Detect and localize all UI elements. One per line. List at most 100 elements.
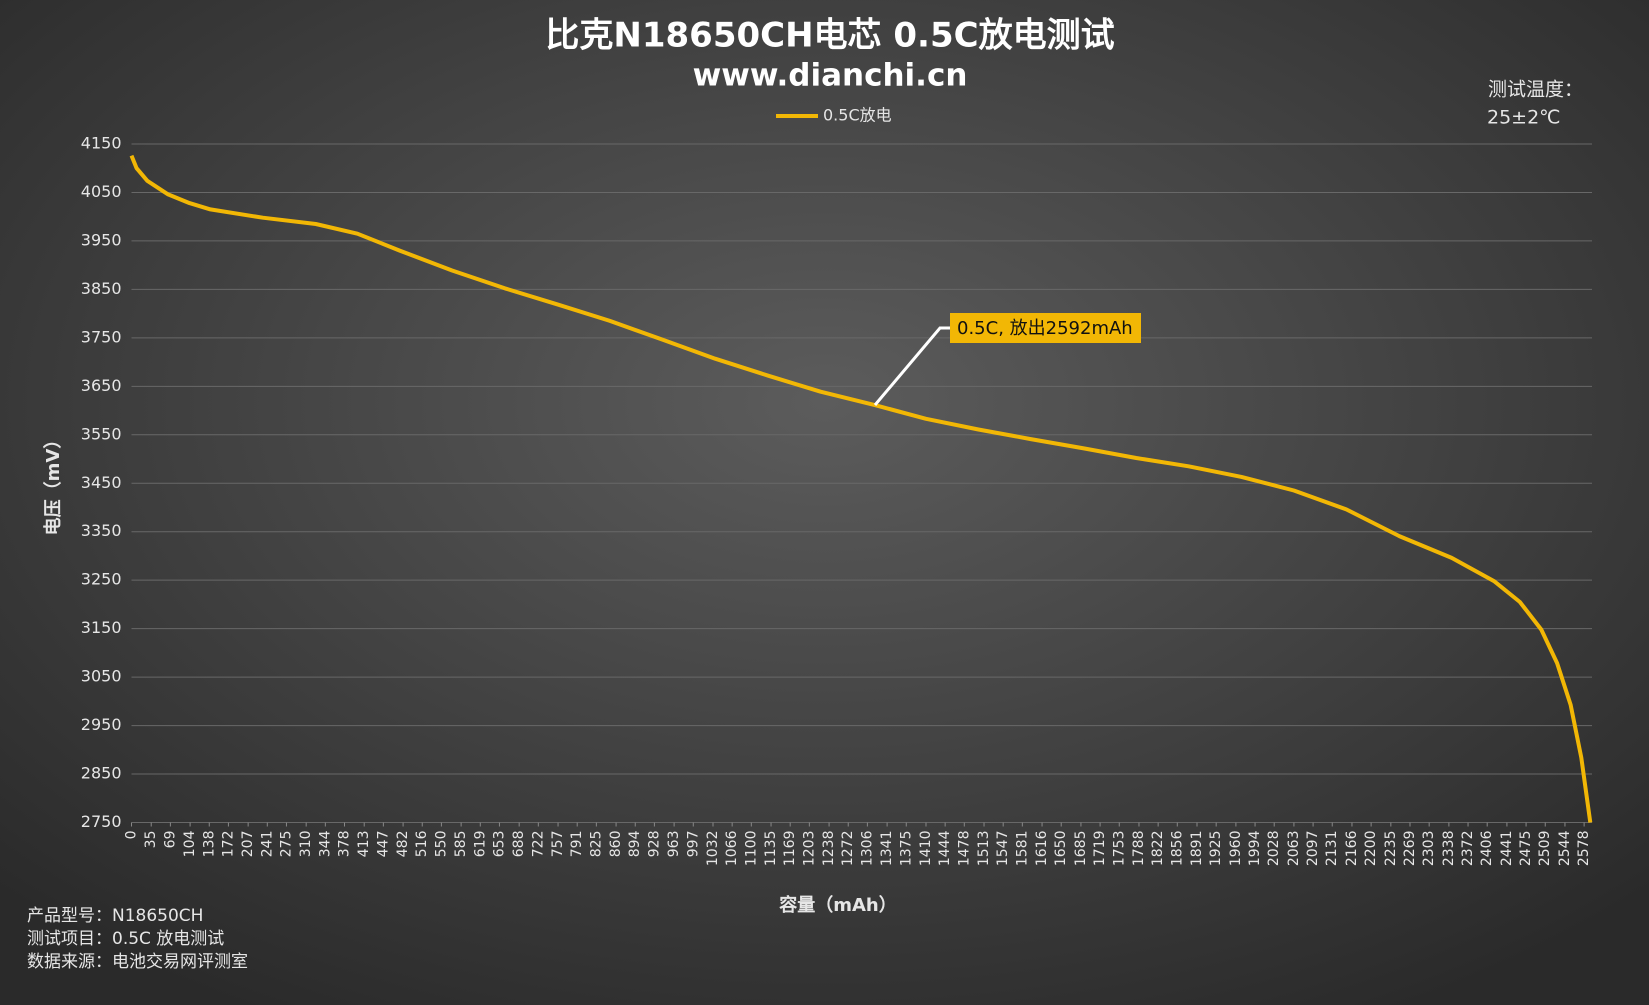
y-tick-label: 3350 [81, 521, 122, 540]
x-tick-label: 138 [201, 831, 217, 858]
x-tick-label: 1891 [1189, 831, 1205, 867]
y-tick-label: 2950 [81, 715, 122, 734]
y-tick-label: 3950 [81, 230, 122, 249]
x-tick-label: 825 [588, 831, 604, 858]
x-tick-label: 35 [143, 831, 159, 849]
x-tick-label: 241 [259, 831, 275, 858]
x-tick-label: 447 [375, 831, 391, 858]
annotation-text: 0.5C, 放出2592mAh [957, 318, 1133, 339]
x-tick-label: 1410 [918, 831, 934, 867]
y-tick-label: 3050 [81, 667, 122, 686]
x-tick-label: 172 [220, 831, 236, 858]
x-tick-label: 1272 [840, 831, 856, 867]
x-tick-label: 1719 [1092, 831, 1108, 867]
x-tick-label: 550 [433, 831, 449, 858]
x-tick-label: 1788 [1131, 831, 1147, 867]
x-tick-label: 0 [124, 831, 140, 840]
x-tick-label: 585 [453, 831, 469, 858]
x-tick-label: 2028 [1266, 831, 1282, 867]
x-tick-label: 2303 [1421, 831, 1437, 867]
x-tick-label: 1616 [1034, 830, 1050, 866]
y-tick-label: 3850 [81, 279, 122, 298]
legend-label: 0.5C放电 [823, 106, 892, 125]
y-axis-label: 电压（mV） [42, 431, 64, 536]
x-tick-label: 2063 [1286, 831, 1302, 867]
y-tick-label: 3750 [81, 327, 122, 346]
x-tick-label: 1135 [763, 831, 779, 867]
x-tick-label: 1169 [782, 831, 798, 867]
x-tick-label: 2441 [1499, 831, 1515, 867]
x-tick-label: 1994 [1247, 830, 1263, 866]
x-tick-label: 482 [395, 831, 411, 858]
annotation-box [950, 313, 1141, 343]
y-tick-label: 3250 [81, 570, 122, 589]
chart-title: 比克N18650CH电芯 0.5C放电测试 [545, 16, 1114, 56]
footer-note: 产品型号：N18650CH [27, 906, 203, 926]
x-tick-label: 722 [530, 831, 546, 858]
x-tick-label: 997 [685, 831, 701, 858]
x-tick-label: 1581 [1014, 831, 1030, 867]
x-tick-label: 1925 [1208, 831, 1224, 867]
x-tick-label: 1066 [724, 830, 740, 866]
x-tick-label: 2372 [1460, 831, 1476, 867]
x-tick-label: 516 [414, 830, 430, 857]
y-tick-label: 3550 [81, 424, 122, 443]
x-tick-label: 1822 [1150, 831, 1166, 867]
x-tick-label: 310 [298, 831, 314, 858]
y-tick-label: 3450 [81, 473, 122, 492]
x-tick-label: 688 [511, 831, 527, 858]
x-tick-label: 207 [240, 831, 256, 858]
x-tick-label: 2578 [1576, 831, 1592, 867]
x-tick-label: 619 [472, 831, 488, 858]
x-tick-label: 791 [569, 831, 585, 858]
x-tick-label: 2269 [1402, 831, 1418, 867]
x-tick-label: 413 [356, 831, 372, 858]
x-tick-label: 1478 [956, 831, 972, 867]
x-tick-label: 1341 [879, 831, 895, 867]
x-tick-label: 1547 [995, 831, 1011, 867]
x-tick-label: 1032 [705, 831, 721, 867]
x-tick-label: 2097 [1305, 831, 1321, 867]
plot: 2750285029503050315032503350345035503650… [81, 134, 1593, 867]
x-tick-label: 963 [666, 831, 682, 858]
x-tick-label: 1203 [801, 831, 817, 867]
x-tick-label: 1960 [1228, 831, 1244, 867]
x-tick-label: 1375 [898, 831, 914, 867]
x-tick-label: 1513 [976, 831, 992, 867]
x-tick-label: 1444 [937, 830, 953, 866]
annotation-leader [873, 326, 952, 406]
x-tick-label: 2166 [1344, 830, 1360, 866]
y-tick-label: 4150 [81, 134, 122, 153]
x-tick-label: 1856 [1169, 830, 1185, 866]
y-tick-label: 3650 [81, 376, 122, 395]
x-tick-label: 2475 [1518, 831, 1534, 867]
x-tick-label: 757 [550, 831, 566, 858]
x-tick-label: 104 [182, 830, 198, 857]
y-tick-label: 3150 [81, 618, 122, 637]
x-tick-label: 2131 [1324, 831, 1340, 867]
x-axis-label: 容量（mAh） [779, 894, 897, 916]
x-tick-label: 378 [336, 831, 352, 858]
x-tick-label: 2544 [1557, 830, 1573, 866]
x-tick-label: 2509 [1537, 831, 1553, 867]
x-tick-label: 1685 [1073, 831, 1089, 867]
temperature-label: 测试温度： [1488, 79, 1583, 101]
x-tick-label: 275 [278, 831, 294, 858]
y-tick-label: 4050 [81, 182, 122, 201]
x-tick-label: 653 [491, 831, 507, 858]
x-tick-label: 2338 [1441, 831, 1457, 867]
x-tick-label: 344 [317, 830, 333, 857]
y-tick-label: 2750 [81, 812, 122, 831]
x-tick-label: 1238 [821, 831, 837, 867]
x-tick-label: 1306 [859, 830, 875, 866]
chart-subtitle: www.dianchi.cn [693, 58, 968, 94]
y-tick-label: 2850 [81, 764, 122, 783]
x-tick-label: 894 [627, 830, 643, 857]
x-tick-label: 2200 [1363, 831, 1379, 867]
x-tick-label: 69 [162, 831, 178, 849]
x-tick-label: 2235 [1383, 831, 1399, 867]
footer-note: 数据来源：电池交易网评测室 [27, 952, 248, 972]
x-tick-label: 1650 [1053, 831, 1069, 867]
x-tick-label: 1100 [743, 831, 759, 867]
